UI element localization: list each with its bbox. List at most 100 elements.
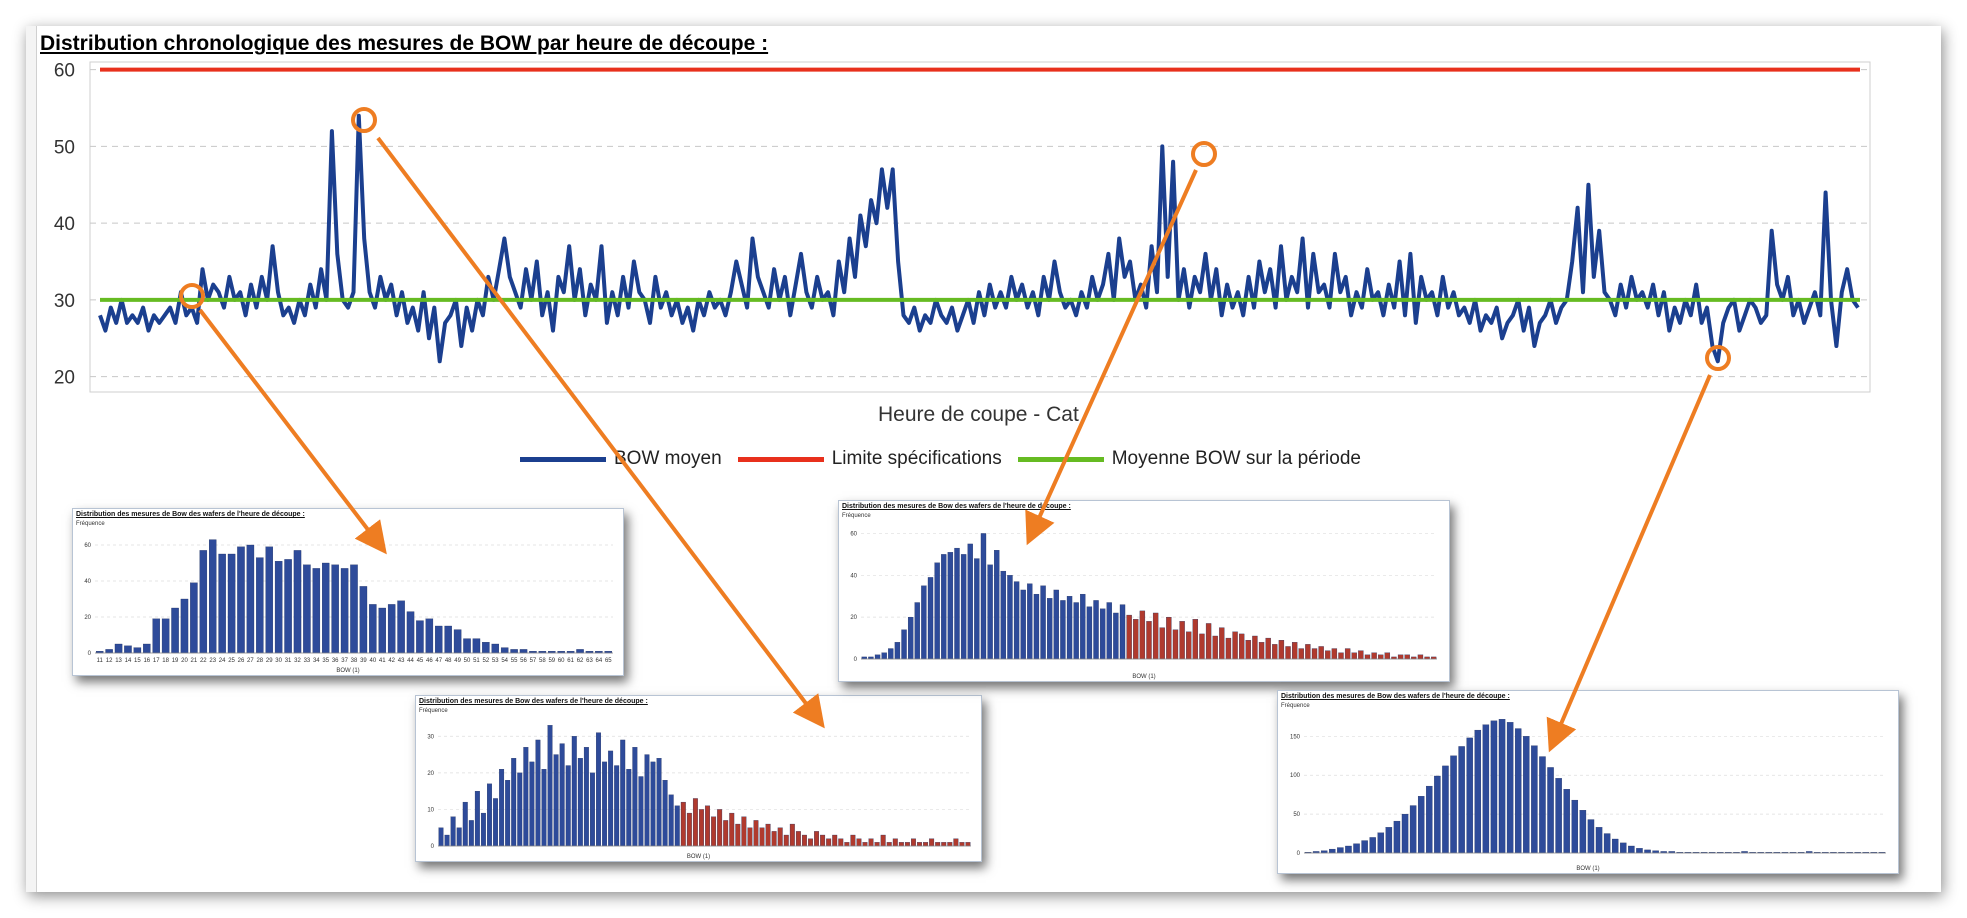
- inset-bar: [1563, 789, 1570, 854]
- inset-bar: [1099, 608, 1106, 660]
- inset-bar: [934, 562, 940, 660]
- inset-bar: [987, 564, 993, 660]
- inset-bar: [1506, 722, 1514, 854]
- inset-bar: [1272, 644, 1278, 660]
- inset-bar: [826, 838, 832, 847]
- y-tick-labels: 20 30 40 50 60: [54, 61, 75, 389]
- inset-bar: [1133, 619, 1139, 660]
- main-chart-title: Distribution chronologique des mesures d…: [40, 32, 769, 55]
- inset-x-tick-label: 38: [351, 658, 358, 664]
- inset-bar: [717, 809, 723, 847]
- inset-bar: [1358, 650, 1364, 660]
- inset-bar: [1232, 631, 1238, 660]
- inset-x-tick-label: 62: [577, 658, 584, 664]
- inset-y-tick-label: 50: [1293, 812, 1300, 818]
- inset-bar: [1401, 813, 1409, 854]
- inset-bar: [1152, 612, 1159, 660]
- inset-bar: [493, 798, 498, 847]
- inset-plot: 0 10 20 30: [427, 725, 971, 850]
- inset-y-tick-label: 20: [84, 615, 91, 621]
- inset-y-tick-label: 150: [1290, 734, 1301, 740]
- inset-bar: [759, 827, 765, 847]
- inset-bar: [850, 834, 856, 847]
- inset-bar: [880, 834, 886, 847]
- inset-bar: [529, 761, 535, 847]
- inset-bar: [472, 638, 481, 654]
- inset-x-tick-label: 24: [219, 658, 226, 664]
- inset-x-tick-label: 56: [520, 658, 527, 664]
- inset-bar: [921, 585, 927, 660]
- y-tick-label: 50: [54, 137, 75, 158]
- inset-xlabel: BOW (1): [1576, 866, 1600, 872]
- inset-x-tick-label: 63: [586, 658, 593, 664]
- inset-x-tick-label: 44: [407, 658, 414, 664]
- inset-bar: [577, 758, 583, 847]
- inset-bar: [814, 831, 820, 847]
- inset-bar: [387, 604, 396, 654]
- inset-x-tick-label: 59: [548, 658, 555, 664]
- inset-bar: [1338, 652, 1344, 660]
- legend-swatch-bow-moyen: [520, 456, 606, 462]
- inset-x-tick-label: 54: [501, 658, 508, 664]
- inset-ylabel: Fréquence: [842, 513, 871, 519]
- inset-x-tick-label: 51: [473, 658, 480, 664]
- inset-bar: [941, 554, 947, 660]
- inset-bar: [1186, 631, 1192, 660]
- inset-x-tick-label: 58: [539, 658, 546, 664]
- inset-bar: [1073, 602, 1079, 660]
- inset-bar: [143, 643, 151, 654]
- inset-bar: [914, 602, 920, 660]
- inset-y-tick-label: 20: [427, 771, 434, 777]
- inset-bar: [406, 611, 415, 654]
- inset-bar: [820, 834, 826, 847]
- inset-y-tick-label: 40: [84, 579, 91, 585]
- inset-bar: [397, 600, 405, 654]
- inset-bar: [967, 543, 973, 660]
- inset-bar: [547, 725, 553, 847]
- inset-bar: [753, 820, 759, 847]
- inset-x-tick-label: 36: [332, 658, 339, 664]
- inset-bar: [463, 638, 471, 654]
- x-axis-label: Heure de coupe - Cat: [878, 403, 1079, 426]
- inset-bar: [886, 842, 892, 847]
- inset-bar: [511, 758, 517, 847]
- inset-bar: [133, 647, 142, 654]
- inset-bar: [1409, 805, 1417, 854]
- inset-bar: [960, 554, 967, 660]
- inset-title: Distribution des mesures de Bow des wafe…: [842, 503, 1071, 510]
- inset-bar: [844, 842, 850, 847]
- inset-bar: [1371, 652, 1377, 660]
- inset-bar: [662, 780, 668, 847]
- inset-bar: [1252, 635, 1258, 660]
- inset-bar: [1628, 845, 1635, 854]
- inset-bar: [359, 586, 368, 654]
- inset-bar: [974, 558, 980, 660]
- inset-bar: [1033, 593, 1040, 660]
- inset-bar: [1146, 621, 1152, 660]
- inset-bar: [1579, 810, 1587, 854]
- inset-bar: [632, 747, 638, 847]
- inset-x-tick-label: 13: [115, 658, 122, 664]
- inset-bar: [468, 820, 474, 847]
- inset-bar: [907, 617, 914, 660]
- inset-x-tick-label: 32: [294, 658, 301, 664]
- inset-bar: [1603, 833, 1611, 854]
- inset-x-tick-label: 48: [445, 658, 452, 664]
- inset-x-tick-label: 28: [256, 658, 263, 664]
- inset-bar: [1595, 827, 1603, 854]
- histogram-inset-1: Distribution des mesures de Bow des wafe…: [72, 508, 624, 676]
- inset-bar: [1318, 646, 1324, 660]
- inset-bar: [602, 761, 608, 847]
- inset-x-tick-label: 53: [492, 658, 499, 664]
- inset-bar: [1345, 845, 1352, 854]
- inset-bar: [161, 618, 170, 654]
- inset-x-tick-label: 14: [125, 658, 132, 664]
- inset-bar: [218, 553, 226, 654]
- inset-bar: [994, 550, 1000, 660]
- inset-bar: [519, 649, 528, 654]
- inset-bar: [553, 754, 559, 847]
- inset-bar: [904, 842, 910, 847]
- inset-bar: [1126, 614, 1132, 660]
- inset-bar: [1047, 598, 1053, 660]
- inset-bar: [1060, 600, 1066, 660]
